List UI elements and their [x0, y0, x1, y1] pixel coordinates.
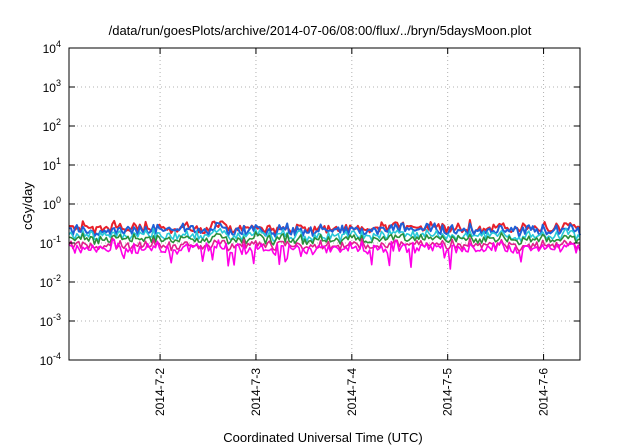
- x-tick-label: 2014-7-4: [345, 368, 359, 416]
- x-tick-label: 2014-7-3: [249, 368, 263, 416]
- plot-frame: [68, 47, 581, 361]
- y-tick-label: 102: [43, 117, 61, 134]
- y-tick-label: 100: [43, 195, 61, 212]
- y-axis-label: cGy/day: [20, 182, 35, 230]
- y-tick-label: 103: [43, 78, 61, 95]
- series-group: [68, 219, 581, 270]
- y-tick-label: 104: [43, 39, 61, 56]
- y-tick-label: 101: [43, 156, 61, 173]
- chart-title: /data/run/goesPlots/archive/2014-07-06/0…: [109, 23, 532, 38]
- series-line: [68, 231, 581, 246]
- y-tick-label: 10-4: [40, 351, 61, 368]
- x-tick-label: 2014-7-6: [537, 368, 551, 416]
- x-tick-label: 2014-7-5: [441, 368, 455, 416]
- y-tick-label: 10-3: [40, 312, 61, 329]
- series-line: [68, 227, 581, 243]
- y-tick-label: 10-1: [40, 234, 61, 251]
- series-line: [68, 238, 581, 270]
- grid-lines: [69, 48, 580, 360]
- x-axis-label: Coordinated Universal Time (UTC): [223, 430, 422, 445]
- x-tick-label: 2014-7-2: [153, 368, 167, 416]
- series-line: [68, 221, 581, 238]
- y-tick-label: 10-2: [40, 273, 61, 290]
